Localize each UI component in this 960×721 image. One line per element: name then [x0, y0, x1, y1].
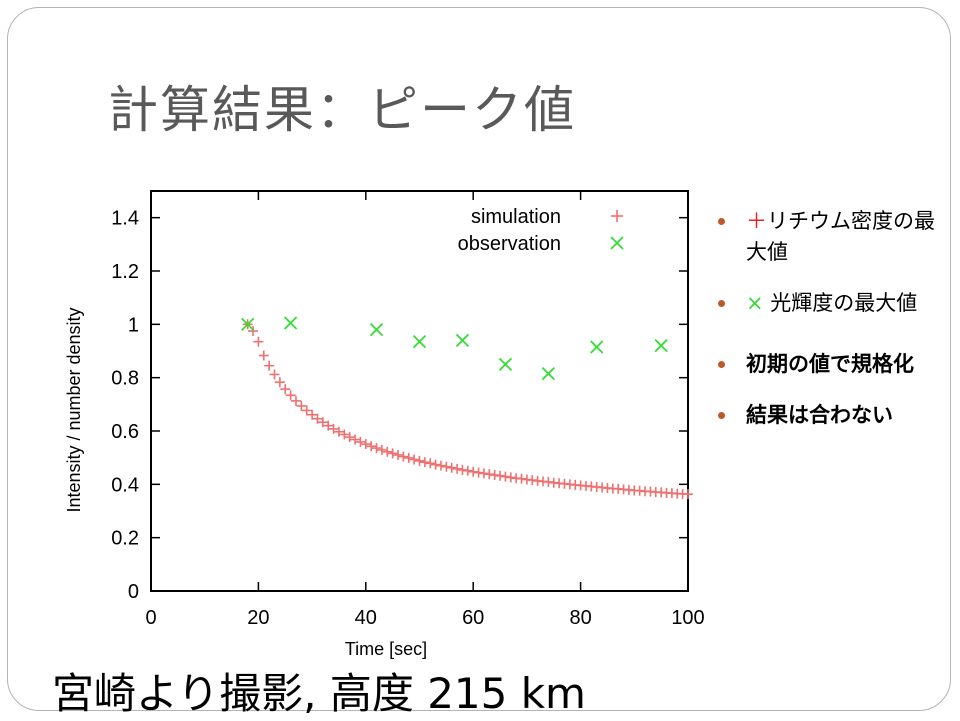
observation-point — [283, 316, 298, 330]
observation-point — [455, 333, 470, 347]
simulation-point — [393, 450, 404, 460]
simulation-point — [280, 384, 291, 395]
simulation-point — [452, 463, 463, 474]
simulation-point — [258, 350, 269, 361]
simulation-point — [290, 395, 301, 406]
y-tick-label: 1 — [128, 314, 139, 336]
simulation-point — [505, 472, 516, 483]
simulation-point — [441, 461, 452, 472]
simulation-point — [468, 466, 479, 477]
simulation-point — [683, 489, 693, 500]
bullet-dot-icon — [718, 361, 725, 368]
simulation-point — [248, 326, 259, 336]
simulation-point — [274, 377, 285, 388]
simulation-point — [398, 451, 409, 462]
observation-point — [541, 367, 556, 381]
bullet-list: ＋リチウム密度の最大値 × 光輝度の最大値 初期の値で規格化 結果は合わない — [716, 206, 948, 451]
simulation-point — [269, 369, 280, 380]
y-axis-label: Intensity / number density — [64, 307, 84, 512]
simulation-point — [371, 443, 382, 454]
bullet-text: 光輝度の最大値 — [770, 291, 918, 315]
observation-point — [369, 323, 384, 337]
y-tick-label: 1.2 — [111, 261, 139, 283]
simulation-point — [333, 426, 344, 437]
simulation-point — [409, 454, 420, 465]
simulation-point — [414, 455, 425, 466]
bullet-dot-icon — [718, 218, 725, 225]
simulation-point — [435, 460, 446, 471]
simulation-point — [403, 452, 414, 463]
simulation-point — [264, 360, 275, 371]
simulation-point — [323, 420, 334, 431]
simulation-point — [350, 434, 361, 445]
slide-title: 計算結果：ピーク値 — [108, 81, 576, 139]
bullet-text: リチウム密度の最大値 — [746, 209, 935, 264]
simulation-point — [366, 441, 377, 452]
slide-frame — [7, 7, 951, 711]
simulation-point — [543, 476, 554, 487]
observation-point — [498, 357, 513, 371]
bullet-item-mismatch: 結果は合わない — [716, 400, 948, 431]
simulation-point — [328, 423, 339, 434]
chart-marks — [241, 316, 693, 500]
observation-point — [654, 339, 668, 353]
bullet-text: 結果は合わない — [746, 403, 893, 427]
plus-marker-icon: ＋ — [746, 209, 767, 233]
y-tick-label: 0.2 — [111, 528, 139, 550]
chart-axes: 0 0.2 0.4 0.6 0.8 1 1.2 1.4 0 20 40 60 80 100 Time [se… — [64, 190, 705, 659]
x-tick-label: 20 — [247, 607, 269, 629]
y-tick-label: 0.8 — [111, 368, 139, 390]
simulation-point — [430, 459, 441, 470]
legend-label-observation: observation — [458, 233, 561, 255]
simulation-point — [355, 436, 366, 447]
simulation-point — [317, 417, 328, 428]
simulation-point — [285, 390, 296, 401]
observation-point — [590, 340, 604, 354]
simulation-point — [360, 439, 371, 450]
y-tick-label: 1.4 — [111, 208, 139, 230]
bullet-dot-icon — [718, 412, 725, 419]
y-tick-label: 0.6 — [111, 421, 139, 443]
chart-legend: simulation observation — [458, 206, 624, 255]
bullet-item-simulation: ＋リチウム密度の最大値 — [716, 206, 948, 268]
simulation-point — [296, 400, 307, 411]
bullet-text: 初期の値で規格化 — [746, 352, 914, 376]
simulation-point — [307, 409, 318, 420]
observation-point — [241, 317, 255, 331]
simulation-point — [419, 457, 430, 468]
legend-marker-observation — [610, 236, 624, 250]
x-tick-label: 60 — [462, 607, 484, 629]
y-tick-label: 0 — [128, 581, 139, 603]
bullet-dot-icon — [718, 300, 725, 307]
simulation-point — [301, 405, 312, 416]
bullet-item-observation: × 光輝度の最大値 — [716, 288, 948, 319]
simulation-point — [344, 432, 355, 443]
x-axis-label: Time [sec] — [345, 639, 427, 659]
legend-label-simulation: simulation — [471, 206, 561, 228]
simulation-point — [462, 465, 473, 476]
plot-frame — [150, 190, 689, 592]
simulation-point — [446, 462, 457, 473]
simulation-point — [425, 458, 436, 469]
x-tick-label: 40 — [355, 607, 377, 629]
simulation-point — [253, 336, 264, 347]
simulation-point — [376, 444, 387, 455]
cross-marker-icon: × — [746, 291, 764, 315]
legend-marker-simulation — [611, 210, 623, 222]
x-tick-label: 100 — [671, 607, 704, 629]
simulation-point — [478, 468, 489, 479]
observation-point — [412, 335, 427, 349]
x-tick-label: 80 — [569, 607, 591, 629]
x-tick-label: 0 — [145, 607, 156, 629]
bullet-item-normalized: 初期の値で規格化 — [716, 349, 948, 380]
simulation-point — [495, 470, 506, 481]
y-tick-label: 0.4 — [111, 474, 139, 496]
simulation-point — [457, 464, 468, 475]
simulation-point — [382, 446, 393, 457]
simulation-point — [312, 413, 323, 424]
simulation-point — [387, 448, 398, 459]
simulation-point — [339, 429, 350, 440]
slide-caption: 宮崎より撮影, 高度 215 km — [52, 669, 586, 718]
